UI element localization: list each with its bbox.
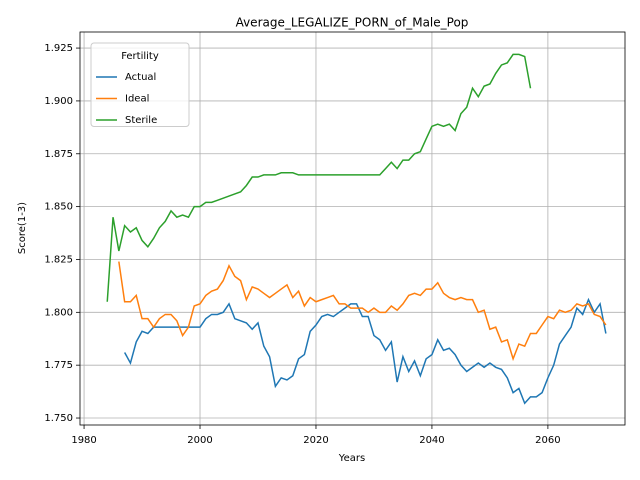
y-tick-label: 1.775 <box>44 360 73 371</box>
data-line <box>106 53 532 302</box>
y-tick-label: 1.875 <box>44 149 73 160</box>
y-tick-label: 1.925 <box>44 43 73 54</box>
legend-label: Actual <box>125 72 156 83</box>
data-line <box>118 261 607 362</box>
y-tick-label: 1.800 <box>44 307 73 318</box>
plot-frame <box>79 31 626 426</box>
y-tick-label: 1.900 <box>44 96 73 107</box>
y-tick-label: 1.850 <box>44 202 73 213</box>
y-tick-label: 1.750 <box>44 413 73 424</box>
x-tick-label: 1980 <box>71 435 96 446</box>
legend-box <box>90 42 190 127</box>
x-axis-label: Years <box>338 453 365 464</box>
y-axis-label: Score(1-3) <box>17 202 28 254</box>
legend-label: Sterile <box>125 115 157 126</box>
x-tick-label: 2020 <box>303 435 328 446</box>
data-line <box>123 297 607 405</box>
x-tick-label: 2000 <box>187 435 212 446</box>
x-tick-label: 2060 <box>535 435 560 446</box>
y-tick-label: 1.825 <box>44 254 73 265</box>
x-tick-label: 2040 <box>419 435 444 446</box>
chart-title: Average_LEGALIZE_PORN_of_Male_Pop <box>236 16 469 30</box>
legend-label: Ideal <box>125 94 149 105</box>
legend-title: Fertility <box>121 51 159 62</box>
